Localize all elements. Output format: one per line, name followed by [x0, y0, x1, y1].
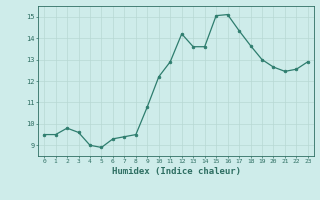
X-axis label: Humidex (Indice chaleur): Humidex (Indice chaleur): [111, 167, 241, 176]
